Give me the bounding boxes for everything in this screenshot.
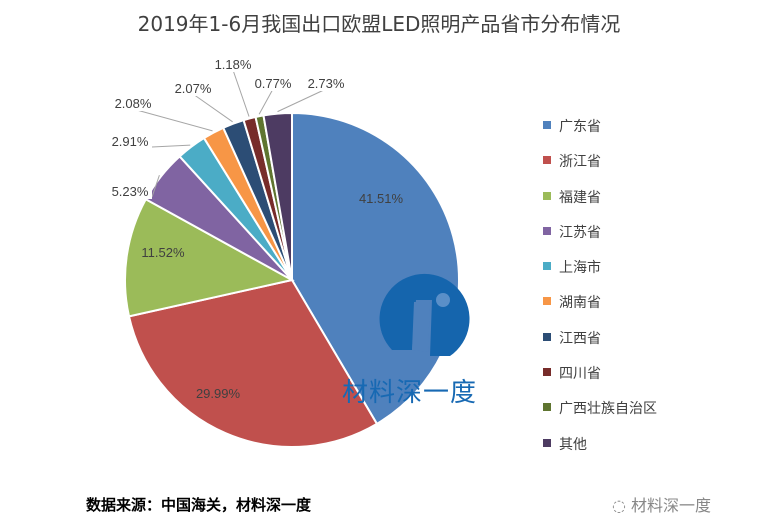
- legend-label: 广西壮族自治区: [559, 401, 657, 418]
- data-label-1: 29.99%: [196, 386, 241, 401]
- legend-item: 上海市: [543, 257, 657, 292]
- data-label-6: 2.07%: [175, 81, 212, 96]
- leader-line-4: [151, 144, 191, 148]
- data-label-4: 2.91%: [112, 134, 149, 149]
- data-label-5: 2.08%: [115, 96, 152, 111]
- leader-line-5: [132, 108, 213, 132]
- data-label-3: 5.23%: [112, 184, 149, 199]
- data-label-7: 1.18%: [215, 57, 252, 72]
- legend-swatch: [543, 226, 551, 235]
- legend-label: 江西省: [559, 330, 601, 347]
- logo-icon: [379, 273, 470, 356]
- legend-swatch: [543, 121, 551, 129]
- pie-slice-2: [124, 197, 295, 318]
- legend-item: 广东省: [543, 116, 657, 151]
- data-label-9: 2.73%: [308, 76, 345, 91]
- legend-swatch: [543, 156, 551, 165]
- legend-label: 江苏省: [559, 224, 601, 241]
- legend-swatch: [543, 262, 551, 271]
- leader-line-8: [258, 88, 274, 115]
- legend-swatch: [543, 368, 551, 377]
- leader-line-6: [192, 93, 233, 123]
- source-note: 数据来源：中国海关，材料深一度: [86, 496, 312, 514]
- legend-label: 四川省: [559, 366, 601, 383]
- pie-slice-1: [127, 278, 379, 448]
- leader-line-9: [277, 88, 327, 113]
- legend-swatch: [543, 191, 551, 200]
- legend-item: 其他: [543, 434, 657, 469]
- legend-swatch: [543, 332, 551, 341]
- wechat-icon: ◌: [612, 496, 632, 515]
- data-label-2: 11.52%: [141, 245, 185, 260]
- logo-text: 材料深一度: [342, 378, 478, 408]
- legend-label: 浙江省: [559, 154, 601, 171]
- legend-label: 湖南省: [559, 295, 601, 312]
- legend-label: 上海市: [559, 260, 601, 277]
- leader-line-7: [232, 69, 250, 117]
- legend-item: 福建省: [543, 187, 657, 222]
- legend-swatch: [543, 297, 551, 306]
- legend-label: 广东省: [559, 119, 601, 135]
- legend-label: 其他: [559, 436, 587, 453]
- watermark-text: 材料深一度: [631, 496, 712, 515]
- leader-line-3: [151, 175, 160, 198]
- legend-item: 浙江省: [543, 151, 657, 186]
- legend-item: 江西省: [543, 328, 657, 363]
- wechat-watermark: ◌ 材料深一度: [612, 492, 711, 516]
- legend: 广东省浙江省福建省江苏省上海市湖南省江西省四川省广西壮族自治区 其他: [543, 116, 657, 469]
- legend-label: 福建省: [559, 189, 601, 206]
- legend-item: 广西壮族自治区: [543, 398, 657, 433]
- chart-title: 2019年1-6月我国出口欧盟LED照明产品省市分布情况: [137, 12, 621, 36]
- legend-swatch: [543, 403, 551, 412]
- legend-item: 四川省: [543, 363, 657, 398]
- data-label-0: 41.51%: [359, 191, 404, 206]
- legend-item: 江苏省: [543, 222, 657, 257]
- legend-item: 湖南省: [543, 292, 657, 327]
- data-label-8: 0.77%: [255, 76, 292, 91]
- legend-swatch: [543, 438, 551, 447]
- pie-slice-9: [262, 111, 293, 281]
